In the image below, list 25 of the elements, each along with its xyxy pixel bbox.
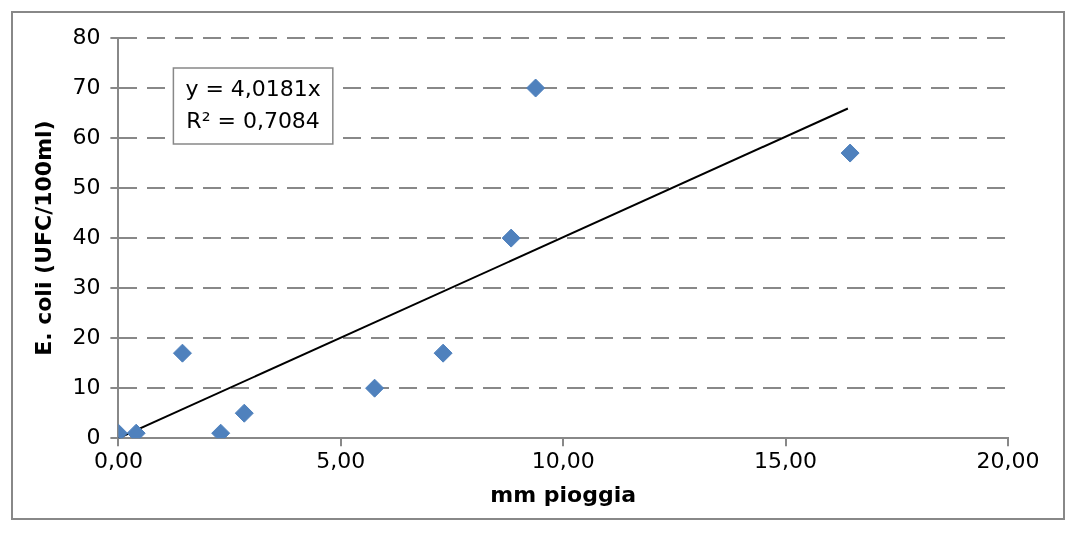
y-tick-label: 60 (72, 123, 101, 149)
x-axis-title: mm pioggia (490, 481, 637, 507)
point (365, 378, 385, 398)
point (526, 78, 546, 98)
point (840, 143, 860, 163)
y-tick-label: 10 (72, 373, 101, 399)
point (501, 228, 521, 248)
y-tick-label: 50 (72, 173, 101, 199)
x-tick-label: 10,00 (531, 448, 595, 474)
y-tick-label: 70 (72, 73, 101, 99)
y-tick-label: 80 (72, 23, 101, 49)
x-tick-label: 0,00 (93, 448, 143, 474)
point (234, 403, 254, 423)
annotation: R² = 0,7084 (186, 107, 320, 133)
x-tick-label: 5,00 (316, 448, 366, 474)
point (433, 343, 453, 363)
annotation: y = 4,0181x (185, 75, 321, 101)
point (172, 343, 192, 363)
x-tick-label: 15,00 (754, 448, 818, 474)
y-tick-label: 30 (72, 273, 101, 299)
y-tick-label: 0 (86, 423, 101, 449)
y-tick-label: 40 (72, 223, 101, 249)
x-tick-label: 20,00 (976, 448, 1040, 474)
y-axis-title: E. coli (UFC/100ml) (30, 120, 56, 356)
y-tick-label: 20 (72, 323, 101, 349)
